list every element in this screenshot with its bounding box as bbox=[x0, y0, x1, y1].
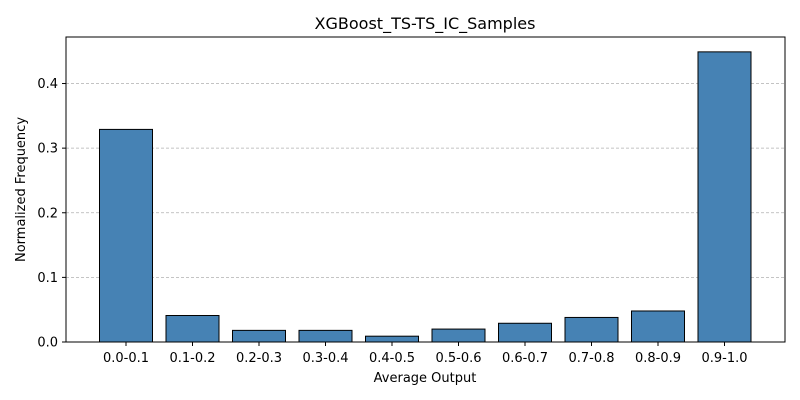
x-axis-label: Average Output bbox=[374, 371, 477, 386]
bar-0.4-0.5 bbox=[365, 335, 419, 343]
bar-0.8-0.9 bbox=[631, 310, 685, 343]
x-ticks: 0.0-0.1 0.1-0.2 0.2-0.3 0.3-0.4 0.4-0.5 0.5-0… bbox=[103, 342, 748, 366]
bar-0.0-0.1 bbox=[99, 128, 153, 343]
x-tick-label: 0.9-1.0 bbox=[701, 351, 747, 366]
y-tick-label: 0.2 bbox=[37, 206, 58, 221]
chart-title: XGBoost_TS-TS_IC_Samples bbox=[315, 14, 536, 34]
y-tick-label: 0.3 bbox=[37, 142, 58, 157]
x-tick-label: 0.3-0.4 bbox=[302, 351, 348, 366]
plot-frame bbox=[65, 36, 786, 343]
bar-0.6-0.7 bbox=[498, 322, 552, 343]
y-axis-label: Normalized Frequency bbox=[14, 117, 29, 262]
bar-0.2-0.3 bbox=[232, 329, 286, 343]
bar-0.7-0.8 bbox=[564, 316, 619, 343]
x-tick-label: 0.2-0.3 bbox=[236, 351, 282, 366]
x-tick-label: 0.0-0.1 bbox=[103, 351, 149, 366]
bar-0.3-0.4 bbox=[298, 329, 353, 343]
bar-0.5-0.6 bbox=[431, 328, 486, 343]
bar-0.1-0.2 bbox=[165, 315, 220, 343]
x-tick-label: 0.8-0.9 bbox=[635, 351, 681, 366]
bars bbox=[99, 51, 752, 343]
y-tick-label: 0.1 bbox=[37, 271, 58, 286]
x-tick-label: 0.6-0.7 bbox=[502, 351, 548, 366]
x-tick-label: 0.7-0.8 bbox=[568, 351, 614, 366]
bar-0.9-1.0 bbox=[697, 51, 752, 343]
grid-lines bbox=[66, 83, 785, 278]
y-tick-label: 0.0 bbox=[37, 336, 58, 351]
x-tick-label: 0.1-0.2 bbox=[169, 351, 215, 366]
x-tick-label: 0.4-0.5 bbox=[369, 351, 415, 366]
y-tick-label: 0.4 bbox=[37, 77, 58, 92]
x-tick-label: 0.5-0.6 bbox=[435, 351, 481, 366]
y-ticks: 0.0 0.1 0.2 0.3 0.4 bbox=[37, 77, 66, 351]
